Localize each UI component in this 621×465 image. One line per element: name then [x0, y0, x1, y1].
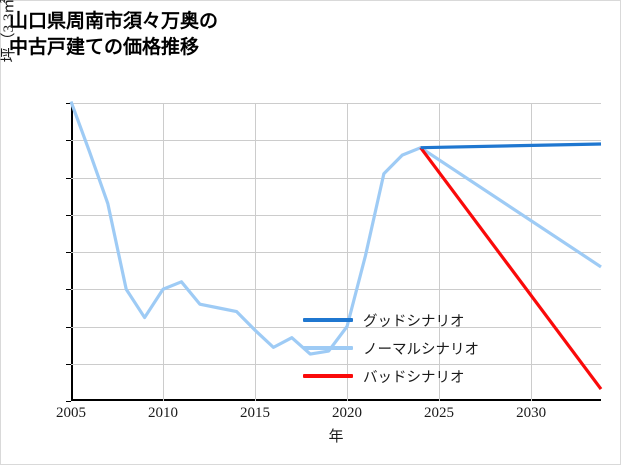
gridline-horizontal [71, 177, 601, 179]
gridline-horizontal [71, 103, 601, 104]
gridline-horizontal [71, 363, 601, 365]
y-tick-mark [66, 177, 71, 179]
x-tick-label: 2020 [332, 405, 363, 421]
legend-color-swatch [303, 346, 353, 350]
gridline-vertical [439, 103, 441, 401]
chart-legend: グッドシナリオ ノーマルシナリオ バッドシナリオ [303, 306, 518, 390]
x-tick-label: 2030 [516, 405, 547, 421]
legend-item-label: グッドシナリオ [363, 313, 465, 330]
gridline-horizontal [71, 252, 601, 253]
series-line [419, 146, 603, 391]
y-tick-mark [66, 140, 71, 142]
series-line [420, 142, 602, 150]
y-tick-mark [66, 401, 71, 402]
legend-color-swatch [303, 374, 353, 378]
gridline-horizontal [71, 140, 601, 142]
x-tick-label: 2010 [148, 405, 178, 421]
gridline-vertical [531, 103, 533, 401]
gridline-horizontal [71, 289, 601, 291]
plot-area: グッドシナリオ ノーマルシナリオ バッドシナリオ [66, 100, 603, 402]
y-axis-label-text: 坪（3.3㎡）単価（万円） [0, 0, 21, 127]
gridline-vertical [163, 103, 164, 401]
data-series-lines [69, 100, 603, 391]
legend-item-label: ノーマルシナリオ [363, 341, 479, 358]
y-axis-label: 坪（3.3㎡）単価（万円） [0, 0, 21, 127]
y-tick-mark [66, 214, 71, 216]
legend-item[interactable]: ノーマルシナリオ [303, 334, 518, 362]
gridline-horizontal [71, 326, 601, 328]
y-tick-mark [66, 289, 71, 291]
gridline-horizontal [71, 214, 601, 216]
x-axis-label: 年 [328, 429, 344, 445]
y-tick-mark [66, 363, 71, 365]
legend-color-swatch [303, 318, 353, 322]
y-tick-mark [66, 326, 71, 328]
gridline-vertical [255, 103, 257, 401]
x-tick-label: 2025 [424, 405, 455, 421]
series-line [69, 100, 602, 356]
legend-item[interactable]: バッドシナリオ [303, 362, 518, 390]
legend-item-label: バッドシナリオ [363, 369, 465, 386]
y-tick-mark [66, 252, 71, 253]
x-tick-label: 2005 [56, 405, 86, 421]
gridline-vertical [347, 103, 349, 401]
y-tick-mark [66, 103, 71, 104]
page-title: 山口県周南市須々万奥の 中古戸建ての価格推移 [9, 11, 219, 58]
x-tick-label: 2015 [240, 405, 271, 421]
legend-item[interactable]: グッドシナリオ [303, 306, 518, 334]
